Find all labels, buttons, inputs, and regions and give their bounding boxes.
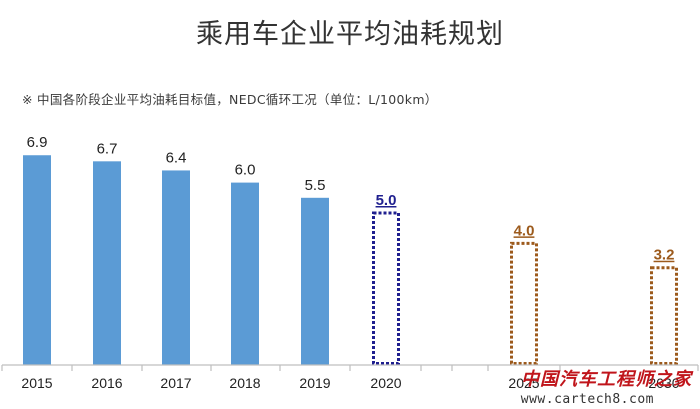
value-label-2019: 5.5 — [305, 177, 326, 194]
bar-2015 — [23, 155, 51, 365]
watermark-logo-text: 中国汽车工程师之家 — [521, 369, 692, 390]
bar-2020 — [372, 211, 400, 365]
x-tick-label-2018: 2018 — [229, 375, 260, 391]
value-label-2015: 6.9 — [27, 134, 48, 151]
bar-2017 — [162, 170, 190, 365]
chart-subtitle: ※ 中国各阶段企业平均油耗目标值，NEDC循环工况（单位：L/100km） — [22, 92, 438, 107]
x-tick-label-2020: 2020 — [370, 375, 401, 391]
bar-2025 — [510, 241, 538, 365]
watermark-url: www.cartech8.com — [520, 392, 654, 407]
bar-2030 — [650, 266, 678, 365]
bar-2019 — [301, 197, 329, 365]
x-tick-label-2019: 2019 — [299, 375, 330, 391]
bars-group: 6.9 6.7 6.4 6.0 5.5 5.0 4.0 3.2 — [23, 134, 678, 365]
value-label-2017: 6.4 — [166, 149, 187, 166]
x-tick-label-2025: 2025 — [508, 375, 539, 391]
value-label-2030: 3.2 — [654, 247, 675, 264]
bar-2016 — [93, 161, 121, 365]
x-tick-marks — [1, 365, 699, 371]
value-label-2018: 6.0 — [235, 162, 256, 179]
x-tick-label-2015: 2015 — [21, 375, 52, 391]
x-tick-labels: 2015 2016 2017 2018 2019 2020 2025 2030 — [21, 375, 679, 391]
x-tick-label-2030: 2030 — [648, 375, 679, 391]
x-tick-label-2017: 2017 — [160, 375, 191, 391]
value-label-2025: 4.0 — [514, 222, 535, 239]
x-tick-label-2016: 2016 — [91, 375, 122, 391]
value-label-2016: 6.7 — [97, 140, 118, 157]
bar-2018 — [231, 182, 259, 365]
value-label-2020: 5.0 — [376, 192, 397, 209]
chart-title: 乘用车企业平均油耗规划 — [196, 19, 504, 50]
